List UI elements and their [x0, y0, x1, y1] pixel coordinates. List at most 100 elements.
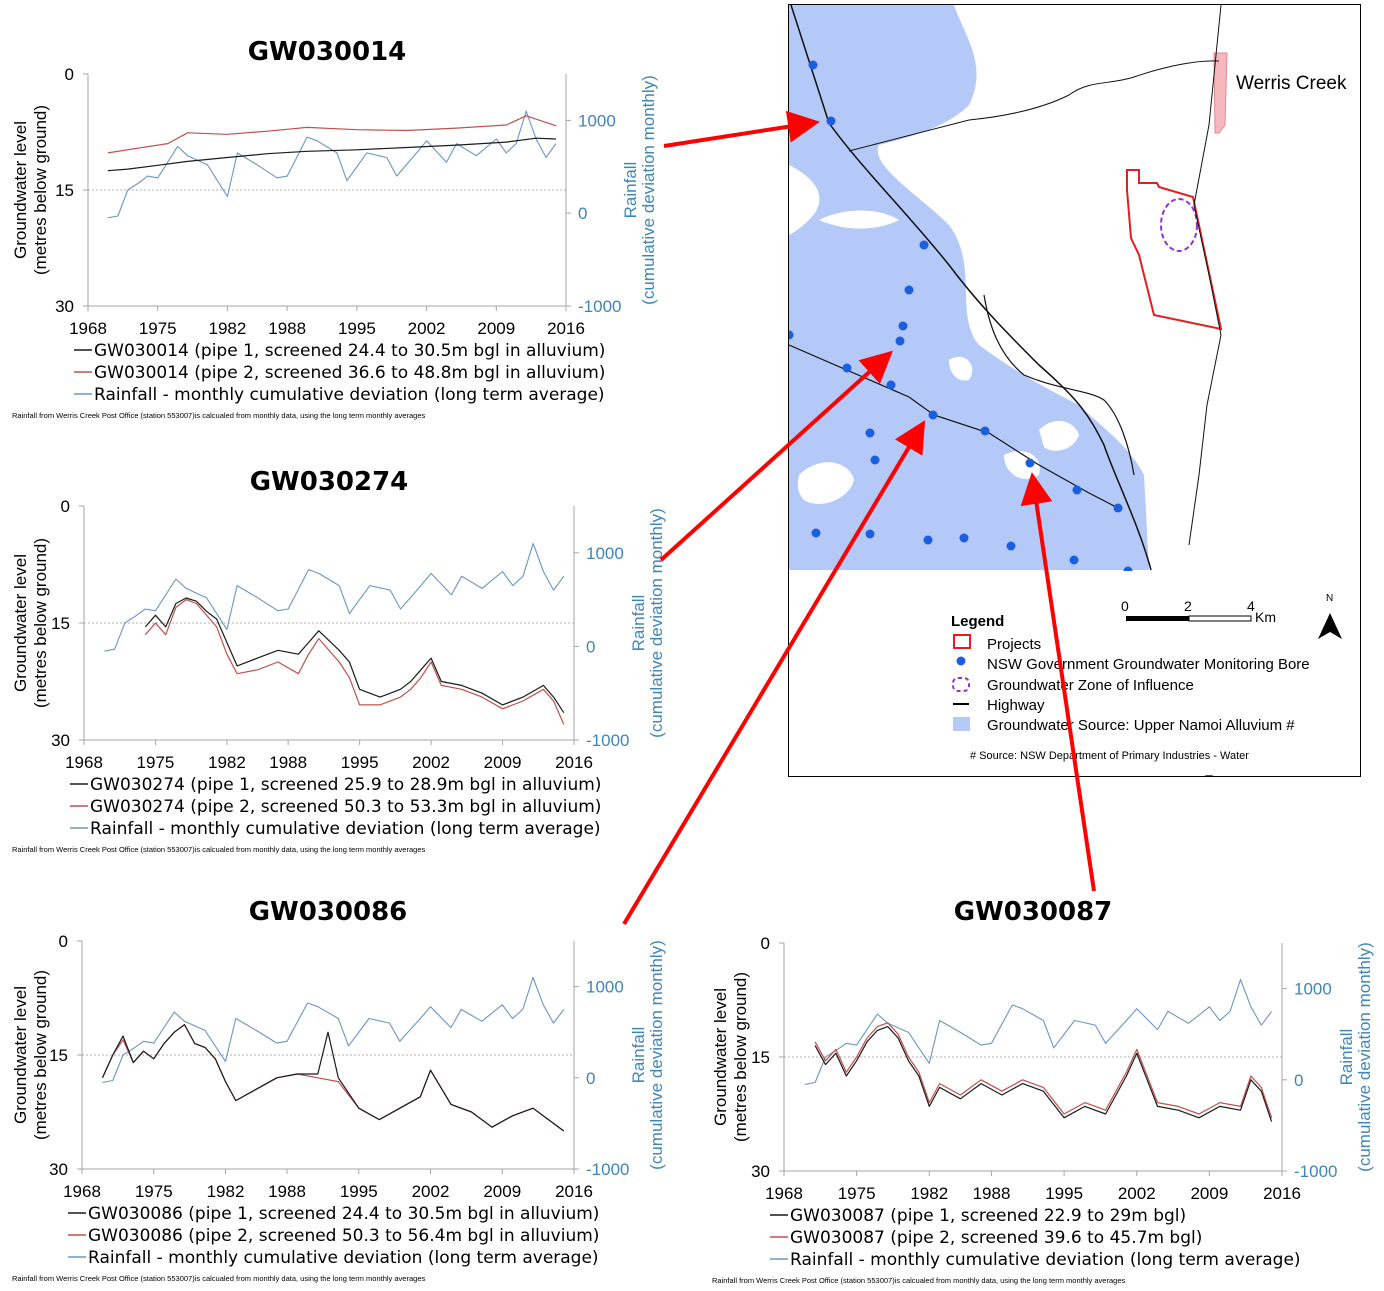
x-tick-label: 2002 [412, 1182, 450, 1201]
legend-bore-swatch [956, 656, 966, 666]
x-tick-label: 1975 [135, 1182, 173, 1201]
legend-item-projects: Projects [987, 636, 1041, 653]
bore [895, 336, 905, 346]
map-legend: Legend Projects NSW Government Groundwat… [951, 613, 1310, 762]
map-canvas: Werris Creek 0 2 4 Km N Legend Projects … [789, 5, 1360, 776]
y-left-tick-label: 15 [51, 614, 70, 633]
x-tick-label: 1968 [63, 1182, 101, 1201]
arrow-gw030086 [622, 420, 926, 926]
x-tick-label: 1982 [207, 1182, 245, 1201]
y-right-tick-label: -1000 [578, 297, 621, 316]
y-left-tick-label: 15 [49, 1046, 68, 1065]
bore [1069, 555, 1079, 565]
x-tick-label: 1975 [838, 1184, 876, 1203]
legend-label: Rainfall - monthly cumulative deviation … [88, 1248, 599, 1268]
y-left-tick-label: 0 [761, 934, 770, 953]
x-tick-label: 1995 [1045, 1184, 1083, 1203]
y-right-title-sub: (cumulative deviation monthly) [647, 940, 666, 1170]
legend-item-highway: Highway [987, 697, 1045, 714]
y-right-tick-label: 1000 [578, 111, 616, 130]
y-left-title-sub: (metres below ground) [31, 105, 50, 275]
legend-label: GW030274 (pipe 2, screened 50.3 to 53.3m… [90, 797, 601, 817]
bore [811, 528, 821, 538]
bore [898, 321, 908, 331]
series-line-1 [814, 1022, 1273, 1118]
x-tick-label: 1968 [69, 319, 107, 338]
creek-north [848, 60, 1220, 152]
bore [1072, 485, 1082, 495]
legend-projects-swatch [953, 634, 971, 649]
y-left-tick-label: 0 [61, 497, 70, 516]
x-tick-label: 1975 [137, 753, 175, 772]
source-note: Rainfall from Werris Creek Post Office (… [12, 1274, 425, 1283]
y-left-tick-label: 15 [55, 181, 74, 200]
arrow-gw030274 [659, 350, 893, 562]
y-right-tick-label: 1000 [586, 978, 624, 997]
series-line-2 [804, 978, 1273, 1085]
y-right-tick-label: -1000 [586, 1160, 629, 1179]
x-tick-label: 1995 [340, 1182, 378, 1201]
legend-title: Legend [951, 613, 1004, 630]
y-left-tick-label: 30 [51, 731, 70, 750]
alluvium-gap-6 [949, 356, 973, 381]
arrow-gw030014 [663, 110, 820, 148]
scale-tick-0: 0 [1121, 598, 1129, 614]
alluvium-gap-4 [1039, 420, 1079, 451]
scale-unit: Km [1255, 609, 1276, 625]
bore [923, 535, 933, 545]
y-left-title-sub: (metres below ground) [31, 538, 50, 708]
series-line-2 [102, 976, 565, 1083]
alluvium-gap-3 [797, 462, 854, 504]
legend-label: GW030086 (pipe 1, screened 24.4 to 30.5m… [88, 1204, 599, 1224]
bore-points [789, 60, 1133, 576]
x-tick-label: 1982 [910, 1184, 948, 1203]
chart-title: GW030274 [250, 467, 409, 497]
bore [826, 116, 836, 126]
x-tick-label: 2016 [1263, 1184, 1301, 1203]
y-left-tick-label: 30 [49, 1160, 68, 1179]
bore [865, 428, 875, 438]
bore [980, 426, 990, 436]
y-left-title-sub: (metres below ground) [731, 972, 750, 1142]
y-right-tick-label: 0 [1294, 1071, 1303, 1090]
north-label: N [1326, 593, 1333, 604]
series-line-0 [107, 137, 557, 172]
railway [983, 294, 1135, 476]
series-line-2 [107, 110, 557, 219]
bore [865, 529, 875, 539]
legend-label: GW030087 (pipe 2, screened 39.6 to 45.7m… [790, 1228, 1202, 1248]
y-left-tick-label: 30 [751, 1162, 770, 1181]
bore [1113, 503, 1123, 513]
series-line-0 [814, 1026, 1273, 1122]
legend-item-zone: Groundwater Zone of Influence [987, 677, 1194, 694]
bore [928, 410, 938, 420]
x-tick-label: 1982 [209, 319, 247, 338]
project-boundary [1126, 169, 1223, 331]
map-source-note: # Source: NSW Department of Primary Indu… [970, 750, 1249, 762]
alluvium-gap-1 [789, 165, 820, 235]
arrow-gw030087 [1020, 472, 1096, 892]
y-right-tick-label: 1000 [586, 544, 624, 563]
y-left-title: Groundwater level [11, 121, 30, 259]
x-tick-label: 1982 [208, 753, 246, 772]
scale-tick-4: 4 [1247, 598, 1255, 614]
legend-label: GW030087 (pipe 1, screened 22.9 to 29m b… [790, 1206, 1186, 1226]
y-left-tick-label: 15 [751, 1048, 770, 1067]
bore [959, 533, 969, 543]
location-map: Werris Creek 0 2 4 Km N Legend Projects … [788, 4, 1361, 777]
x-tick-label: 1995 [341, 753, 379, 772]
creek-east [1188, 5, 1222, 546]
chart-title: GW030087 [954, 897, 1113, 927]
x-tick-label: 2016 [555, 753, 593, 772]
legend-zone-swatch [952, 677, 970, 692]
chart-gw030086: GW030086 1968 1975 1982 1988 1995 2002 2009 2016… [11, 897, 666, 1283]
legend-alluvium-swatch [953, 717, 970, 731]
y-right-title: Rainfall [621, 162, 640, 219]
bore [904, 285, 914, 295]
series-line-2 [104, 542, 565, 652]
y-left-tick-label: 30 [55, 297, 74, 316]
alluvium-gap-2 [819, 210, 899, 229]
y-right-title-sub: (cumulative deviation monthly) [639, 75, 658, 305]
bore [1006, 541, 1016, 551]
